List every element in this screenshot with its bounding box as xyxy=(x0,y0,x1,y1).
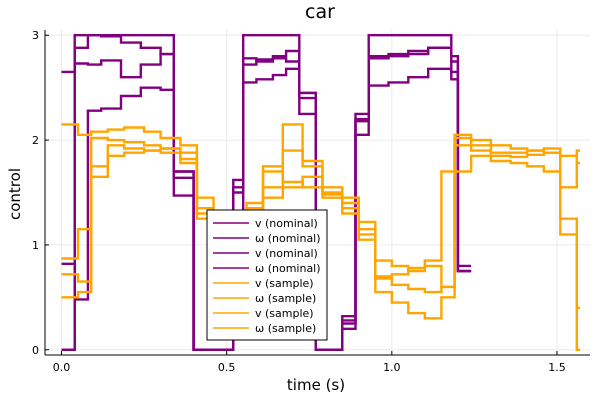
legend-entry-label: ω (nominal) xyxy=(255,232,321,245)
legend-entry-label: ω (sample) xyxy=(255,292,316,305)
x-tick-label: 0.0 xyxy=(53,361,71,374)
series-line-omega-nominal-4 xyxy=(61,46,472,351)
x-tick-label: 1.0 xyxy=(383,361,401,374)
y-tick-label: 3 xyxy=(32,29,39,42)
series-line-v-nominal-1 xyxy=(61,34,472,351)
x-axis-label: time (s) xyxy=(287,376,345,394)
y-tick-label: 0 xyxy=(32,344,39,357)
series-line-v-nominal-3 xyxy=(61,67,472,351)
x-tick-label: 1.5 xyxy=(548,361,566,374)
series-line-omega-sample-6 xyxy=(61,136,581,299)
y-axis-label: control xyxy=(6,168,24,220)
series-group xyxy=(61,34,581,351)
legend-entry-label: v (nominal) xyxy=(255,247,318,260)
y-tick-label: 1 xyxy=(32,239,39,252)
legend: v (nominal) ω (nominal) v (nominal) ω (nomi… xyxy=(206,209,328,341)
legend-box xyxy=(206,209,328,341)
axes: 0.0 0.5 1.0 1.5 0 1 2 3 xyxy=(32,29,590,374)
legend-entry-label: ω (sample) xyxy=(255,322,316,335)
legend-entry-label: v (sample) xyxy=(255,277,314,290)
legend-entry-label: v (nominal) xyxy=(255,217,318,230)
y-tick-label: 2 xyxy=(32,134,39,147)
chart-title: car xyxy=(305,1,335,23)
series-line-omega-sample-8 xyxy=(61,136,581,280)
legend-entry-label: v (sample) xyxy=(255,307,314,320)
legend-entry-label: ω (nominal) xyxy=(255,262,321,275)
x-tick-label: 0.5 xyxy=(218,361,236,374)
